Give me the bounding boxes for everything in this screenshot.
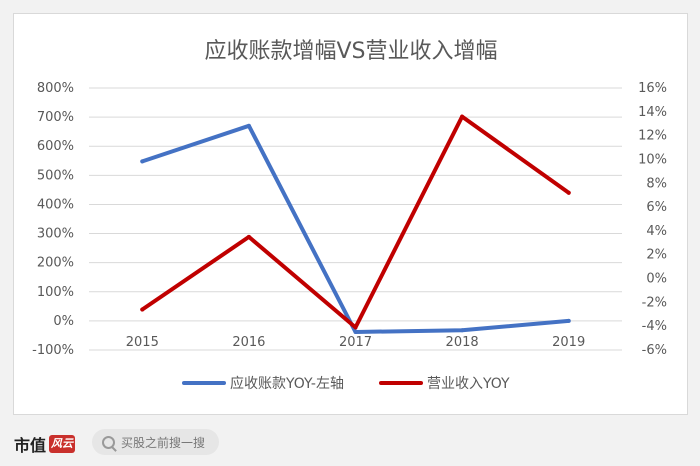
right-axis-tick-label: 16% <box>638 81 667 96</box>
x-axis-ticks: 2015 2016 2017 2018 2019 <box>126 335 585 350</box>
legend-label: 应收账款YOY-左轴 <box>230 375 344 392</box>
right-axis-tick-label: 0% <box>646 272 667 287</box>
left-axis-tick-label: 700% <box>37 110 74 125</box>
left-axis-tick-label: 100% <box>37 285 74 300</box>
left-axis-tick-label: 500% <box>37 168 74 183</box>
left-axis-tick-label: 600% <box>37 139 74 154</box>
left-axis-tick-label: 400% <box>37 197 74 212</box>
series-lines <box>140 114 571 334</box>
left-axis-ticks: -100% 0% 100% 200% 300% 400% 500% 600% 700% 800% <box>32 81 74 358</box>
x-axis-tick-label: 2016 <box>232 335 265 350</box>
x-axis-tick-label: 2017 <box>339 335 372 350</box>
chart-title: 应收账款增幅VS营业收入增幅 <box>204 39 497 64</box>
chart-frame: 应收账款增幅VS营业收入增幅 -100% 0% 100% 200% 300% 400% 50… <box>13 13 688 415</box>
data-point <box>246 123 251 128</box>
data-point <box>140 307 145 312</box>
brand-name: 市值 <box>14 436 47 455</box>
right-axis-tick-label: -4% <box>642 319 667 334</box>
right-axis-tick-label: -6% <box>642 343 667 358</box>
footer-bar: 市值 风云 买股之前搜一搜 <box>0 420 700 466</box>
data-point <box>460 114 465 119</box>
left-axis-tick-label: 800% <box>37 81 74 96</box>
series-line-revenue <box>140 114 571 330</box>
right-axis-tick-label: -2% <box>642 295 667 310</box>
right-axis-tick-label: 12% <box>638 129 667 144</box>
chart: 应收账款增幅VS营业收入增幅 -100% 0% 100% 200% 300% 400% 50… <box>32 39 667 392</box>
data-point <box>140 159 145 164</box>
right-axis-tick-label: 14% <box>638 105 667 120</box>
data-point <box>353 329 358 334</box>
left-axis-tick-label: 0% <box>53 314 74 329</box>
left-axis-tick-label: 200% <box>37 256 74 271</box>
right-axis-ticks: -6% -4% -2% 0% 2% 4% 6% 8% 10% 12% 14% 16% <box>638 81 667 358</box>
search-box[interactable]: 买股之前搜一搜 <box>92 429 220 455</box>
search-icon <box>102 435 115 449</box>
series-line-receivables <box>140 123 571 334</box>
data-point <box>566 190 571 195</box>
brand-logo[interactable]: 市值 风云 <box>14 432 76 456</box>
right-axis-tick-label: 6% <box>646 200 667 215</box>
legend: 应收账款YOY-左轴 营业收入YOY <box>182 375 510 392</box>
right-axis-tick-label: 10% <box>638 152 667 167</box>
x-axis-tick-label: 2019 <box>552 335 585 350</box>
x-axis-tick-label: 2018 <box>446 335 479 350</box>
search-placeholder: 买股之前搜一搜 <box>121 435 206 450</box>
left-axis-tick-label: -100% <box>32 343 74 358</box>
right-axis-tick-label: 2% <box>646 248 667 263</box>
data-point <box>566 318 571 323</box>
data-point <box>353 325 358 330</box>
legend-label: 营业收入YOY <box>427 376 510 392</box>
brand-mark: 风云 <box>49 435 76 453</box>
right-axis-tick-label: 8% <box>646 176 667 191</box>
gridlines <box>89 87 622 351</box>
data-point <box>246 234 251 239</box>
right-axis-tick-label: 4% <box>646 224 667 239</box>
left-axis-tick-label: 300% <box>37 227 74 242</box>
data-point <box>460 328 465 333</box>
x-axis-tick-label: 2015 <box>126 335 159 350</box>
